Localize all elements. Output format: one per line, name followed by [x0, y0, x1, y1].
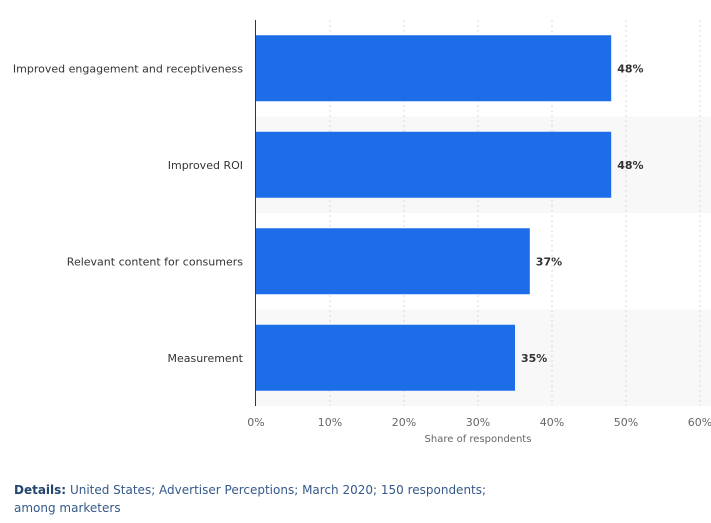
value-label: 48%: [617, 62, 643, 75]
details-note: Details: United States; Advertiser Perce…: [14, 481, 514, 517]
bar: [256, 228, 530, 295]
details-label: Details:: [14, 483, 67, 497]
category-label: Improved engagement and receptiveness: [13, 62, 243, 75]
x-tick-label: 0%: [247, 416, 264, 429]
bar-chart: Improved engagement and receptiveness Imp…: [13, 20, 711, 445]
bar: [256, 131, 612, 198]
x-tick-label: 30%: [466, 416, 490, 429]
value-label: 48%: [617, 159, 643, 172]
bar: [256, 324, 515, 391]
category-label: Improved ROI: [168, 159, 243, 172]
x-axis-title: Share of respondents: [425, 434, 532, 445]
value-label: 37%: [536, 255, 562, 268]
bar: [256, 35, 612, 102]
x-tick-label: 60%: [688, 416, 711, 429]
x-tick-label: 40%: [540, 416, 564, 429]
x-tick-label: 20%: [392, 416, 416, 429]
details-text: United States; Advertiser Perceptions; M…: [14, 483, 487, 515]
x-tick-label: 10%: [318, 416, 342, 429]
x-tick-label: 50%: [614, 416, 638, 429]
value-label: 35%: [521, 352, 547, 365]
category-label: Relevant content for consumers: [67, 255, 243, 268]
category-label: Measurement: [167, 352, 243, 365]
